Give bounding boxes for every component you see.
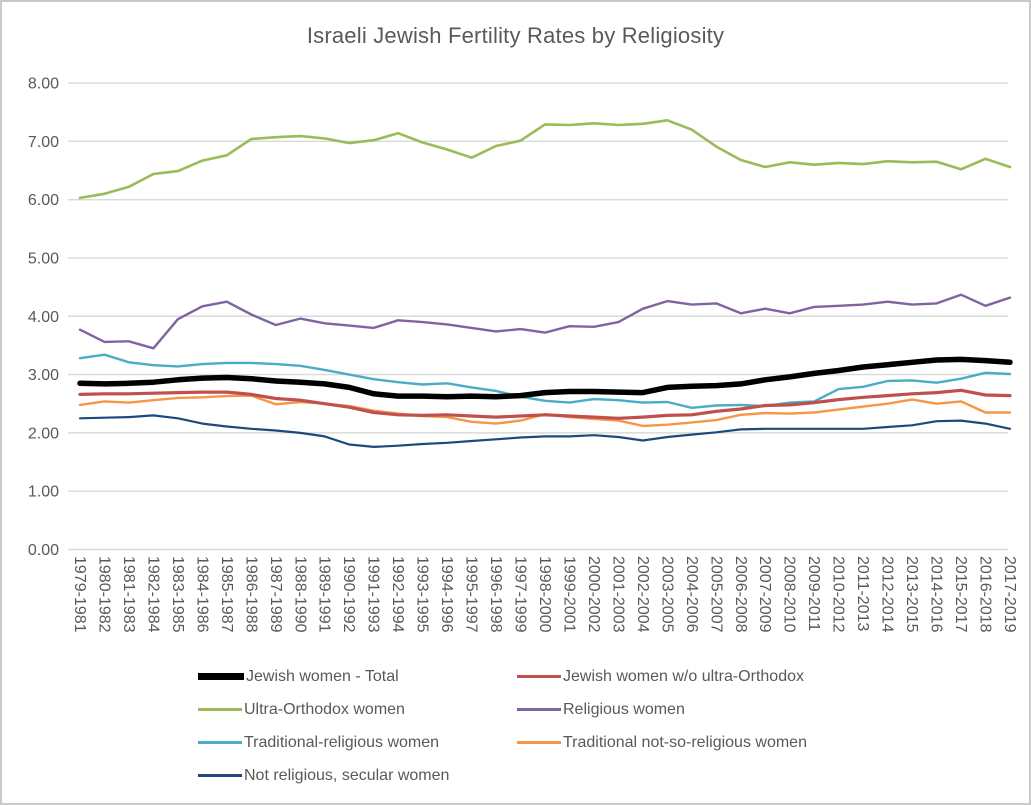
x-axis-label: 2007-2009: [756, 556, 773, 633]
not-religious-line: [78, 414, 1012, 448]
x-axis-label: 2014-2016: [928, 556, 945, 633]
y-axis-label: 2.00: [28, 425, 59, 442]
total-line: [77, 356, 1013, 400]
x-axis-label: 1982-1984: [144, 556, 161, 633]
legend-item-traditional-religious: Traditional-religious women: [198, 726, 517, 759]
ultra-orthodox-line: [78, 119, 1012, 200]
legend-item-ultra-orthodox: Ultra-Orthodox women: [198, 693, 517, 726]
legend-swatch-traditional-religious: [198, 741, 242, 744]
x-axis-label: 2006-2008: [732, 556, 749, 633]
y-axis-label: 6.00: [28, 192, 59, 209]
y-axis-label: 1.00: [28, 484, 59, 501]
x-axis-label: 1994-1996: [438, 556, 455, 633]
legend-item-not-religious: Not religious, secular women: [198, 759, 517, 792]
x-axis-label: 1987-1989: [267, 556, 284, 633]
x-axis-label: 1985-1987: [218, 556, 235, 633]
legend-label: Jewish women w/o ultra-Orthodox: [563, 667, 804, 685]
y-axis-label: 3.00: [28, 367, 59, 384]
legend-item-wo-ultra-orthodox: Jewish women w/o ultra-Orthodox: [517, 660, 807, 693]
traditional-religious-line: [78, 353, 1012, 409]
legend-swatch-not-religious: [198, 774, 242, 777]
chart-title: Israeli Jewish Fertility Rates by Religi…: [306, 23, 725, 48]
x-axis-label: 2010-2012: [830, 556, 847, 633]
legend-label: Jewish women - Total: [246, 667, 399, 685]
legend: Jewish women - Total Jewish women w/o ult…: [198, 660, 807, 792]
x-axis-label: 1991-1993: [365, 556, 382, 633]
x-axis-label: 1986-1988: [242, 556, 259, 633]
x-axis-label: 2017-2019: [1001, 556, 1018, 633]
y-axis-label: 4.00: [28, 309, 59, 326]
wo-ultra-orthodox-line: [78, 388, 1012, 420]
legend-label: Traditional not-so-religious women: [563, 733, 807, 751]
x-axis-label: 1983-1985: [169, 556, 186, 633]
x-axis-label: 2013-2015: [903, 556, 920, 633]
legend-swatch-ultra-orthodox: [198, 708, 242, 711]
x-axis-label: 1998-2000: [536, 556, 553, 633]
x-axis-label: 1988-1990: [291, 556, 308, 633]
x-axis-label: 2011-2013: [854, 556, 871, 631]
legend-label: Ultra-Orthodox women: [244, 700, 405, 718]
x-axis-label: 1995-1997: [463, 556, 480, 633]
x-axis-label: 2009-2011: [805, 556, 822, 631]
legend-label: Traditional-religious women: [244, 733, 440, 751]
y-axis-label: 0.00: [28, 542, 59, 559]
x-axis-label: 1997-1999: [512, 556, 529, 633]
y-axis-label: 8.00: [28, 76, 59, 93]
x-axis-label: 2005-2007: [707, 556, 724, 633]
y-axis-label: 5.00: [28, 250, 59, 267]
x-axis-label: 1981-1983: [120, 556, 137, 633]
x-axis-label: 2015-2017: [952, 556, 969, 633]
x-axis-label: 2008-2010: [781, 556, 798, 633]
legend-label: Religious women: [563, 700, 685, 718]
x-axis-label: 2002-2004: [634, 556, 651, 633]
x-axis-label: 2001-2003: [609, 556, 626, 633]
x-axis-label: 1984-1986: [193, 556, 210, 633]
legend-swatch-religious: [517, 708, 561, 711]
legend-item-traditional-not-so-religious: Traditional not-so-religious women: [517, 726, 807, 759]
x-axis-label: 2016-2018: [977, 556, 994, 633]
y-axis-label: 7.00: [28, 134, 59, 151]
legend-swatch-traditional-not-so-religious: [517, 741, 561, 744]
plot-area: 0.00 1.00 2.00 3.00 4.00 5.00 6.00 7.00 8.00 1979…: [28, 76, 1018, 633]
religious-line: [78, 293, 1012, 350]
x-axis-label: 1979-1981: [71, 556, 88, 633]
x-axis-label: 2003-2005: [658, 556, 675, 633]
x-axis-label: 1989-1991: [316, 556, 333, 633]
x-axis-label: 1980-1982: [95, 556, 112, 633]
x-axis-label: 2000-2002: [585, 556, 602, 633]
x-axis-label: 1999-2001: [560, 556, 577, 633]
x-axis-label: 1992-1994: [389, 556, 406, 633]
legend-swatch-wo-ultra-orthodox: [517, 675, 561, 678]
legend-item-religious: Religious women: [517, 693, 807, 726]
legend-label: Not religious, secular women: [244, 766, 450, 784]
legend-swatch-total: [198, 673, 244, 680]
x-axis-label: 2012-2014: [879, 556, 896, 633]
x-axis-label: 1996-1998: [487, 556, 504, 633]
x-axis-label: 1990-1992: [340, 556, 357, 633]
x-axis-label: 2004-2006: [683, 556, 700, 633]
x-axis-label: 1993-1995: [414, 556, 431, 633]
legend-item-total: Jewish women - Total: [198, 660, 517, 693]
